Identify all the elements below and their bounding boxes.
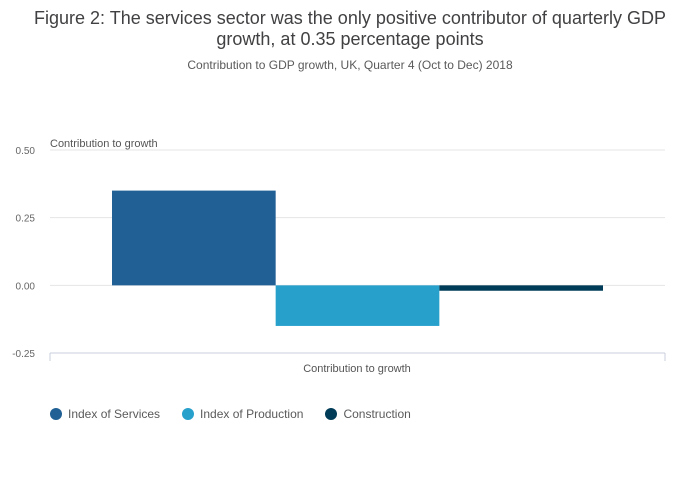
- chart-subtitle: Contribution to GDP growth, UK, Quarter …: [187, 58, 513, 72]
- bar-index-of-services[interactable]: [112, 190, 276, 286]
- legend-swatch-icon: [182, 408, 195, 420]
- legend-swatch-icon: [50, 408, 62, 420]
- legend: Index of Services Index of Production Cons…: [50, 407, 433, 421]
- y-tick-labels: 0.50 0.25 0.00 -0.25: [12, 146, 35, 360]
- y-tick-label: 0.25: [16, 214, 36, 225]
- y-axis-title: Contribution to growth: [50, 138, 158, 150]
- y-tick-label: -0.25: [12, 349, 35, 360]
- legend-label: Construction: [343, 407, 411, 421]
- x-axis: [49, 352, 666, 361]
- legend-item[interactable]: Construction: [325, 407, 411, 421]
- legend-label: Index of Services: [68, 407, 161, 421]
- legend-item[interactable]: Index of Production: [182, 407, 303, 421]
- bar-index-of-production[interactable]: [275, 285, 440, 326]
- x-axis-title: Contribution to growth: [303, 363, 411, 375]
- bars: [112, 190, 603, 326]
- legend-item[interactable]: Index of Services: [50, 407, 160, 421]
- y-tick-label: 0.00: [16, 281, 36, 292]
- y-tick-label: 0.50: [16, 146, 36, 157]
- legend-swatch-icon: [325, 408, 338, 420]
- legend-label: Index of Production: [200, 407, 304, 421]
- bar-construction[interactable]: [439, 285, 603, 291]
- chart-title: Figure 2: The services sector was the on…: [34, 8, 666, 49]
